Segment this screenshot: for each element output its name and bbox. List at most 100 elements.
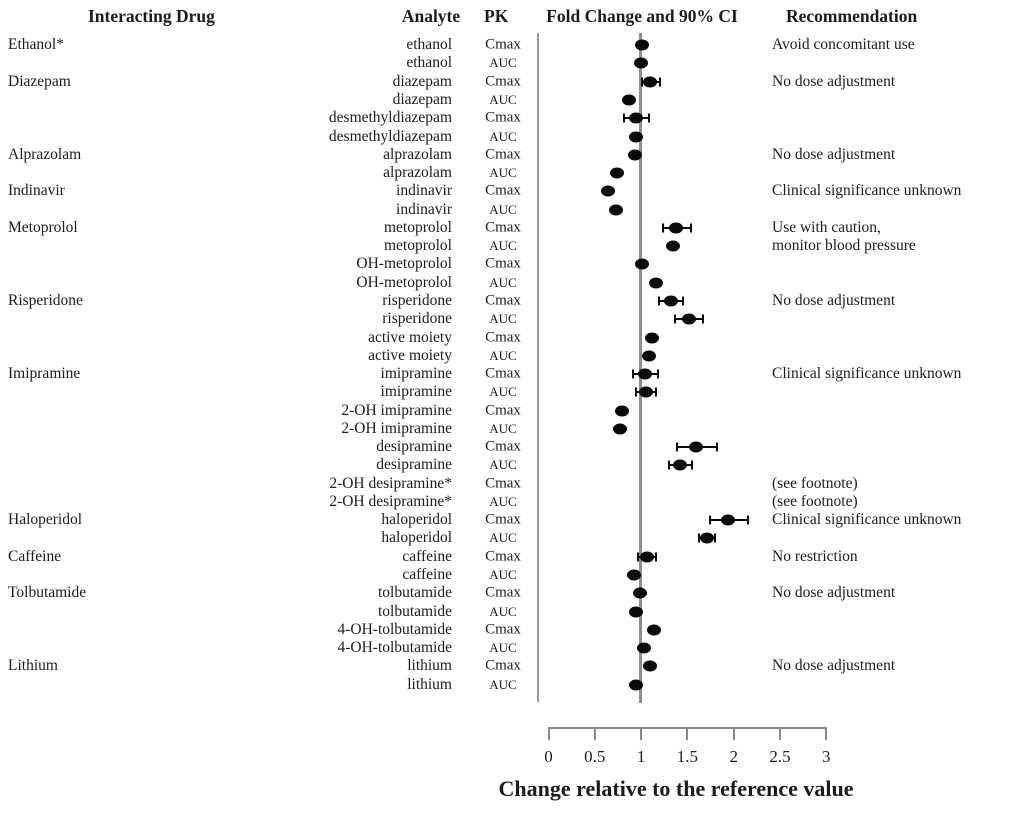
pk-label: AUC xyxy=(489,128,517,144)
drug-label: Risperidone xyxy=(8,291,83,309)
ci-cap-right xyxy=(702,314,705,324)
pk-label: Cmax xyxy=(485,292,521,309)
pk-label: AUC xyxy=(489,567,517,583)
ci-cap-right xyxy=(647,113,650,123)
drug-label: Caffeine xyxy=(8,547,62,565)
ci-cap-right xyxy=(716,442,719,452)
column-header-pk: PK xyxy=(484,6,509,26)
analyte-label: haloperidol xyxy=(381,529,452,547)
pk-label: AUC xyxy=(489,457,517,473)
analyte-label: desmethyldiazepam xyxy=(328,127,452,145)
analyte-label: ethanol xyxy=(406,36,452,54)
recommendation-label: (see footnote) xyxy=(772,474,858,492)
analyte-label: alprazolam xyxy=(383,164,452,182)
pk-label: Cmax xyxy=(485,73,521,90)
drug-label: Imipramine xyxy=(8,365,81,383)
forest-dot xyxy=(641,350,656,362)
forest-dot xyxy=(699,532,714,544)
pk-label: Cmax xyxy=(485,219,521,236)
analyte-label: risperidone xyxy=(382,291,452,309)
column-header-fold-change: Fold Change and 90% CI xyxy=(546,6,738,26)
drug-label: Alprazolam xyxy=(8,145,82,163)
pk-label: AUC xyxy=(489,420,517,436)
analyte-label: active moiety xyxy=(368,328,452,346)
recommendation-label: No dose adjustment xyxy=(772,584,896,602)
pk-label: Cmax xyxy=(485,584,521,601)
analyte-label: lithium xyxy=(407,657,452,675)
recommendation-label: (see footnote) xyxy=(772,492,858,510)
ci-cap-right xyxy=(690,223,693,233)
analyte-label: haloperidol xyxy=(381,511,452,529)
pk-label: Cmax xyxy=(485,657,521,674)
ci-cap-left xyxy=(676,442,679,452)
drug-label: Ethanol* xyxy=(8,36,64,54)
pk-label: AUC xyxy=(489,55,517,71)
forest-dot xyxy=(639,551,654,563)
x-axis-tick xyxy=(547,728,550,740)
ci-cap-right xyxy=(654,387,657,397)
analyte-label: OH-metoprolol xyxy=(356,255,452,273)
x-axis-tick-label: 1 xyxy=(636,747,646,766)
ci-cap-left xyxy=(623,113,626,123)
analyte-label: indinavir xyxy=(396,182,452,200)
x-axis-tick xyxy=(732,728,735,740)
ci-cap-right xyxy=(654,552,657,562)
ci-cap-right xyxy=(691,460,694,470)
recommendation-label: Use with caution, xyxy=(772,218,881,236)
ci-cap-right xyxy=(656,369,659,379)
pk-label: Cmax xyxy=(485,255,521,272)
ci-cap-right xyxy=(746,515,749,525)
forest-dot xyxy=(648,277,663,289)
analyte-label: diazepam xyxy=(392,72,452,90)
analyte-label: metoprolol xyxy=(383,237,452,255)
drug-label: Lithium xyxy=(8,657,58,675)
analyte-label: 2-OH desipramine* xyxy=(329,474,452,492)
column-header-analyte: Analyte xyxy=(401,6,461,26)
analyte-label: 4-OH-tolbutamide xyxy=(337,639,452,657)
recommendation-label: Clinical significance unknown xyxy=(772,365,962,383)
analyte-label: indinavir xyxy=(396,200,452,218)
forest-dot xyxy=(645,332,660,344)
analyte-label: metoprolol xyxy=(383,218,452,236)
ci-cap-left xyxy=(641,77,644,87)
x-axis-tick xyxy=(686,728,689,740)
recommendation-label: Clinical significance unknown xyxy=(772,511,962,529)
recommendation-label: No dose adjustment xyxy=(772,145,896,163)
forest-dot xyxy=(622,94,637,106)
recommendation-label: Avoid concomitant use xyxy=(772,36,915,54)
column-divider-line xyxy=(537,33,539,702)
forest-dot xyxy=(614,405,629,417)
analyte-label: caffeine xyxy=(402,566,452,584)
analyte-label: 4-OH-tolbutamide xyxy=(337,620,452,638)
ci-cap-left xyxy=(708,515,711,525)
analyte-label: desipramine xyxy=(376,438,452,456)
analyte-label: ethanol xyxy=(406,54,452,72)
pk-label: AUC xyxy=(489,274,517,290)
recommendation-label: No dose adjustment xyxy=(772,291,896,309)
drug-label: Indinavir xyxy=(8,182,65,200)
pk-label: Cmax xyxy=(485,621,521,638)
forest-dot xyxy=(610,167,625,179)
recommendation-label: No dose adjustment xyxy=(772,657,896,675)
forest-dot xyxy=(612,423,627,435)
x-axis-tick xyxy=(779,728,781,740)
analyte-label: 2-OH desipramine* xyxy=(329,492,452,510)
x-axis-tick-label: 0 xyxy=(544,747,553,766)
ci-cap-right xyxy=(714,533,717,543)
drug-label: Metoprolol xyxy=(8,218,78,236)
ci-cap-left xyxy=(635,387,638,397)
x-axis-tick xyxy=(825,728,828,740)
x-axis-tick-label: 3 xyxy=(822,747,831,766)
forest-dot xyxy=(647,624,662,636)
pk-label: AUC xyxy=(489,311,517,327)
pk-label: Cmax xyxy=(485,475,521,492)
analyte-label: desmethyldiazepam xyxy=(328,109,452,127)
pk-label: Cmax xyxy=(485,365,521,382)
forest-dot xyxy=(672,459,687,471)
analyte-label: alprazolam xyxy=(383,145,452,163)
ci-cap-right xyxy=(658,77,661,87)
forest-dot xyxy=(609,204,624,216)
recommendation-label: No restriction xyxy=(772,547,858,565)
analyte-label: risperidone xyxy=(382,310,452,328)
analyte-label: tolbutamide xyxy=(377,584,452,602)
